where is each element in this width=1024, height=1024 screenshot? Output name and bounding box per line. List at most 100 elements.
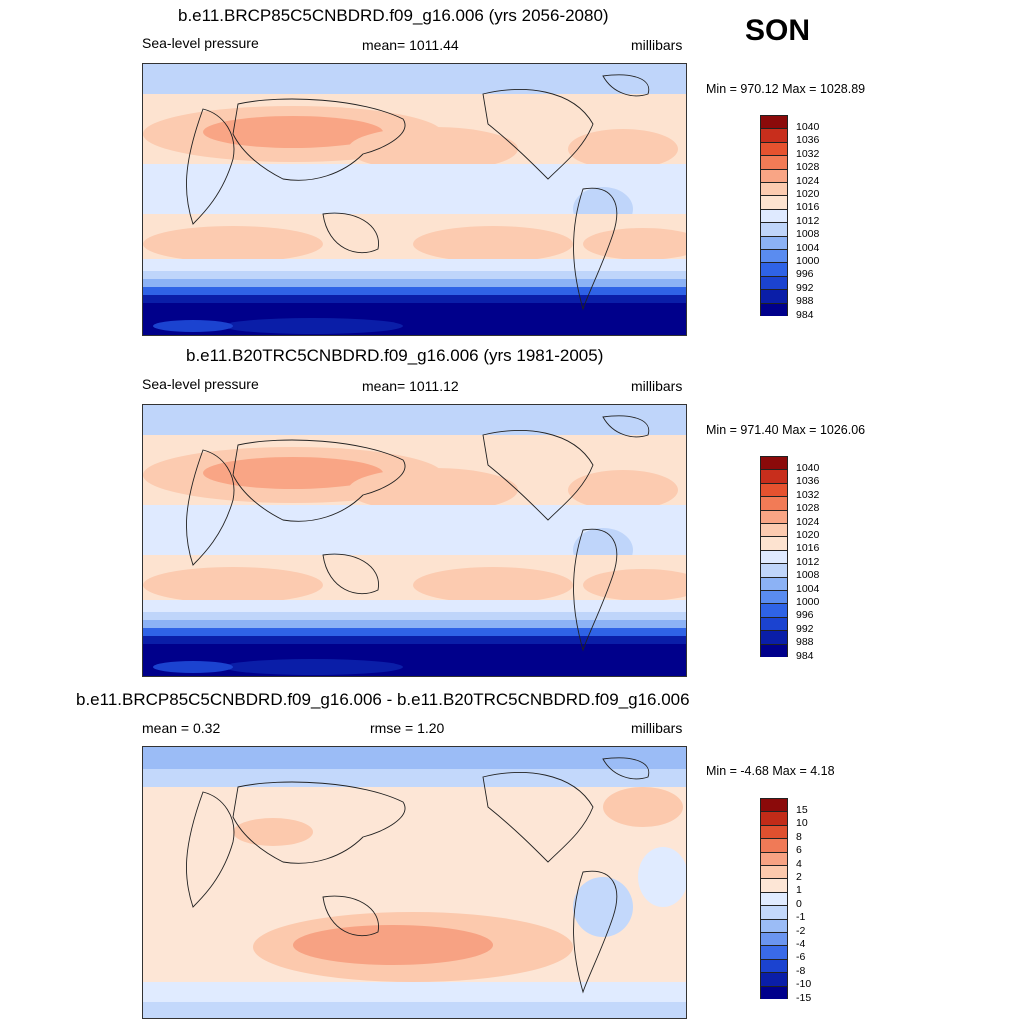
panel-3-title: b.e11.BRCP85C5CNBDRD.f09_g16.006 - b.e11… (76, 690, 690, 709)
colorbar-label: 1040 (796, 462, 820, 474)
colorbar-swatch (760, 838, 788, 852)
colorbar-label: 1020 (796, 529, 820, 541)
colorbar-swatch (760, 958, 788, 973)
colorbar-label: 1016 (796, 542, 820, 555)
panel-3-map (142, 746, 687, 1019)
panel-2-minmax: Min = 971.40 Max = 1026.06 (706, 423, 866, 437)
colorbar-swatch (760, 945, 788, 959)
colorbar-swatch (760, 811, 788, 825)
colorbar-swatch (760, 985, 788, 999)
colorbar-swatch (760, 851, 788, 865)
colorbar-label: 1024 (796, 515, 820, 528)
panel-2-title: b.e11.B20TRC5CNBDRD.f09_g16.006 (yrs 198… (186, 346, 604, 365)
colorbar-label: 0 (796, 897, 802, 910)
colorbar-swatch (760, 482, 788, 497)
panel-2-map (142, 404, 687, 677)
colorbar-label: -6 (796, 951, 806, 964)
panel-2-map-field (143, 405, 686, 676)
colorbar-swatch (760, 195, 788, 209)
colorbar-swatch (760, 115, 788, 129)
colorbar-swatch (760, 469, 788, 483)
colorbar-swatch (760, 865, 788, 879)
panel-2-units-label: millibars (631, 378, 683, 394)
panel-3-rmse-label: rmse = 1.20 (370, 720, 445, 736)
colorbar-label: 1024 (796, 174, 820, 187)
colorbar-label: 1040 (796, 121, 820, 133)
panel-1-map-field (143, 64, 686, 335)
colorbar-swatch (760, 603, 788, 617)
colorbar-swatch (760, 824, 788, 839)
season-label: SON (745, 14, 811, 47)
colorbar-label: -1 (796, 911, 806, 924)
colorbar-label: 1 (796, 884, 802, 897)
colorbar-swatch (760, 590, 788, 604)
colorbar-swatch (760, 456, 788, 470)
colorbar-label: 1032 (796, 488, 820, 501)
panel-3-units-label: millibars (631, 720, 683, 736)
colorbar-label: 1036 (796, 134, 820, 147)
panel-3-map-field (143, 747, 686, 1018)
colorbar-swatch (760, 262, 788, 276)
panel-1-title: b.e11.BRCP85C5CNBDRD.f09_g16.006 (yrs 20… (178, 6, 609, 25)
colorbar-swatch (760, 509, 788, 523)
panel-1-variable-label: Sea-level pressure (142, 35, 259, 51)
panel-1-map (142, 63, 687, 336)
colorbar-swatch (760, 289, 788, 303)
colorbar-label: 8 (796, 830, 802, 843)
colorbar-label: 1028 (796, 161, 820, 174)
colorbar-label: 1028 (796, 502, 820, 515)
colorbar-label: 6 (796, 844, 802, 857)
colorbar-label: -10 (796, 978, 812, 991)
colorbar-swatch (760, 549, 788, 564)
colorbar-swatch (760, 249, 788, 263)
colorbar-swatch (760, 798, 788, 812)
colorbar-label: 988 (796, 636, 814, 649)
panel-2-mean-label: mean= 1011.12 (362, 378, 459, 394)
colorbar-label: 1032 (796, 147, 820, 160)
colorbar-swatch (760, 905, 788, 919)
colorbar-label: 1012 (796, 555, 820, 568)
colorbar-label: 996 (796, 609, 814, 622)
colorbar-label: 984 (796, 308, 814, 321)
colorbar-swatch (760, 235, 788, 249)
colorbar-swatch (760, 222, 788, 236)
colorbar-label: 988 (796, 295, 814, 308)
colorbar-swatch (760, 891, 788, 906)
colorbar-label: 1008 (796, 228, 820, 241)
colorbar-swatch (760, 182, 788, 196)
colorbar-label: 10 (796, 817, 808, 830)
colorbar-label: 992 (796, 622, 814, 635)
colorbar-swatch (760, 141, 788, 156)
colorbar-label: 992 (796, 281, 814, 294)
panel-1-units-label: millibars (631, 37, 683, 53)
colorbar-label: 4 (796, 857, 802, 870)
colorbar-swatch (760, 523, 788, 537)
colorbar-label: 1020 (796, 188, 820, 200)
colorbar-swatch (760, 972, 788, 986)
colorbar-label: 1000 (796, 255, 820, 267)
colorbar-swatch (760, 616, 788, 631)
colorbar-label: 1004 (796, 241, 820, 254)
colorbar-label: -4 (796, 938, 806, 950)
colorbar-swatch (760, 563, 788, 577)
colorbar-swatch (760, 302, 788, 316)
colorbar-label: -2 (796, 924, 806, 937)
colorbar-swatch (760, 630, 788, 644)
colorbar-label: -15 (796, 991, 812, 1004)
panel-1-mean-label: mean= 1011.44 (362, 37, 459, 53)
colorbar-label: 1000 (796, 596, 820, 608)
colorbar-label: -8 (796, 964, 806, 977)
colorbar-label: 984 (796, 649, 814, 662)
colorbar-swatch (760, 878, 788, 892)
colorbar-label: 1008 (796, 569, 820, 582)
panel-3-minmax: Min = -4.68 Max = 4.18 (706, 764, 835, 778)
colorbar-label: 1004 (796, 582, 820, 595)
colorbar-swatch (760, 208, 788, 223)
colorbar-swatch (760, 576, 788, 590)
colorbar-label: 2 (796, 871, 802, 883)
colorbar-label: 1016 (796, 201, 820, 214)
colorbar-label: 15 (796, 804, 808, 816)
colorbar-swatch (760, 643, 788, 657)
colorbar-swatch (760, 155, 788, 169)
colorbar-label: 1012 (796, 214, 820, 227)
